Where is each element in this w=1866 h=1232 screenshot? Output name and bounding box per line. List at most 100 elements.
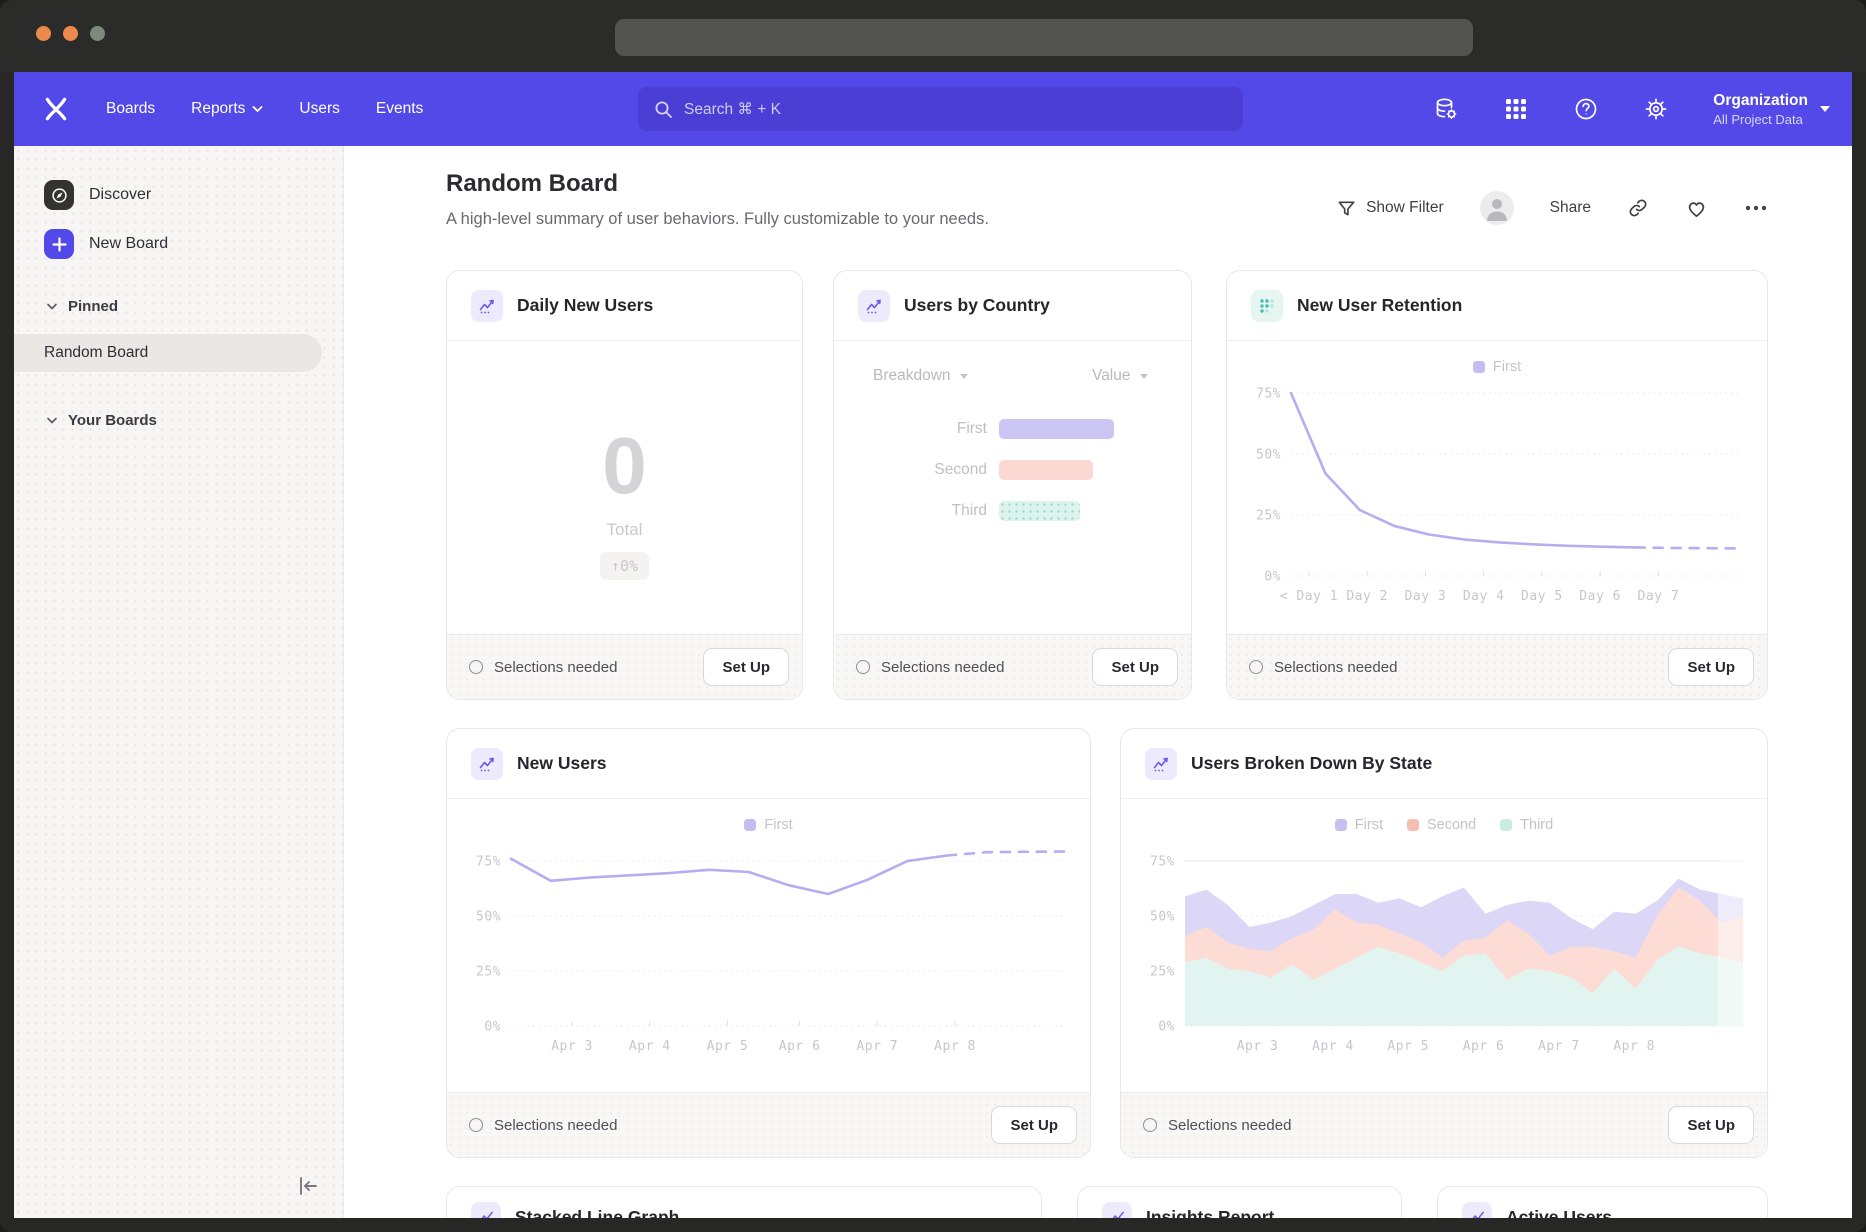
line-chart-icon [471,289,503,322]
card-title: Users by Country [904,295,1050,315]
line-chart-icon [1102,1202,1132,1218]
line-chart-icon [1145,747,1177,780]
chevron-down-icon [253,106,263,113]
nav-item-events[interactable]: Events [375,100,424,117]
svg-text:25%: 25% [1150,965,1175,980]
metric-delta-badge: ↑0% [599,551,650,580]
compass-icon [44,180,74,210]
legend-item: First [1334,817,1383,833]
avatar[interactable] [1479,191,1514,225]
chart-legend: First [1227,359,1767,375]
card-daily-new-users: Daily New Users 0 Total ↑0% Selections n… [446,270,803,700]
setup-button[interactable]: Set Up [703,648,789,686]
sidebar-section-pinned[interactable]: Pinned [46,298,118,315]
card-stacked-line-graph: Stacked Line Graph [446,1186,1042,1218]
person-icon [1486,199,1507,221]
chevron-down-icon [959,373,968,379]
setup-button[interactable]: Set Up [1092,648,1178,686]
status-text: Selections needed [1143,1117,1291,1134]
chevron-down-icon [1820,105,1830,112]
nav-item-boards[interactable]: Boards [106,100,156,117]
search-input[interactable]: Search ⌘ + K [638,87,1243,131]
window-zoom-button[interactable] [90,26,105,41]
card-insights-report: Insights Report [1077,1186,1402,1218]
metric-label: Total [606,519,643,539]
sidebar-section-your-boards[interactable]: Your Boards [46,412,157,429]
svg-text:Apr 6: Apr 6 [1463,1039,1505,1054]
card-footer: Selections needed Set Up [447,634,802,699]
status-circle-icon [469,1118,483,1132]
window-close-button[interactable] [36,26,51,41]
card-footer: Selections needed Set Up [834,634,1191,699]
bar-third [999,501,1080,521]
line-chart-icon [1462,1202,1492,1218]
legend-item: Third [1500,817,1553,833]
card-footer: Selections needed Set Up [1121,1092,1767,1157]
country-bars: First Second Third [834,419,1191,542]
new-users-line-chart: 75% 50% 25% 0% Apr 3 Apr 4 Apr 5 Apr 6 Apr 7 Apr … [476,850,1068,1054]
stacked-area-chart: 75% 50% 25% 0% Apr 3 Apr 4 Apr 5 Apr 6 Apr 7 Apr … [1150,843,1743,1054]
card-users-by-state: Users Broken Down By State First Second … [1120,728,1768,1158]
status-text: Selections needed [856,659,1004,676]
bar-row: Second [834,460,1191,480]
value-dropdown[interactable]: Value [1092,367,1148,385]
svg-text:Apr 5: Apr 5 [1387,1039,1429,1054]
setup-button[interactable]: Set Up [991,1106,1077,1144]
top-navbar: Boards Reports Users Events Search ⌘ + K [14,72,1852,146]
more-options-icon[interactable] [1744,204,1768,212]
board-actions: Show Filter Share [1337,190,1768,226]
svg-text:Apr 4: Apr 4 [629,1039,671,1054]
bar-row: Third [834,501,1191,521]
svg-text:0%: 0% [1264,570,1281,585]
address-bar[interactable] [615,19,1473,56]
sidebar-item-discover[interactable]: Discover [44,180,151,210]
line-chart-icon [471,747,503,780]
status-circle-icon [1249,660,1263,674]
sidebar-collapse-button[interactable] [293,1172,321,1200]
breakdown-dropdown[interactable]: Breakdown [873,367,968,385]
sidebar-item-new-board[interactable]: New Board [44,229,168,259]
settings-gear-icon[interactable] [1643,96,1669,122]
svg-text:Day 2: Day 2 [1346,589,1388,604]
board-canvas: Random Board A high-level summary of use… [344,146,1852,1218]
card-title: New Users [517,753,607,773]
svg-text:75%: 75% [476,855,501,870]
org-switcher[interactable]: Organization All Project Data [1713,91,1830,127]
bar-second [999,460,1094,480]
status-text: Selections needed [469,659,617,676]
svg-text:Day 3: Day 3 [1405,589,1447,604]
status-circle-icon [856,660,870,674]
mixpanel-logo-icon[interactable] [42,95,70,123]
apps-grid-icon[interactable] [1503,96,1529,122]
card-title: Stacked Line Graph [515,1206,680,1219]
svg-text:25%: 25% [476,965,501,980]
svg-text:50%: 50% [476,910,501,925]
nav-item-reports[interactable]: Reports [191,100,263,118]
svg-text:Apr 4: Apr 4 [1312,1039,1354,1054]
data-management-icon[interactable] [1433,96,1459,122]
svg-text:Apr 8: Apr 8 [1613,1039,1655,1054]
setup-button[interactable]: Set Up [1668,648,1754,686]
setup-button[interactable]: Set Up [1668,1106,1754,1144]
org-name: Organization [1713,92,1808,110]
status-circle-icon [1143,1118,1157,1132]
card-active-users: Active Users [1437,1186,1768,1218]
org-project: All Project Data [1713,111,1803,127]
page-title: Random Board [446,170,619,197]
svg-text:Day 4: Day 4 [1463,589,1505,604]
svg-text:Apr 3: Apr 3 [1237,1039,1279,1054]
bar-first [999,419,1114,439]
nav-item-users[interactable]: Users [299,100,340,117]
show-filter-button[interactable]: Show Filter [1337,199,1444,218]
line-chart-icon [858,289,890,322]
share-button[interactable]: Share [1549,199,1591,216]
favorite-heart-icon[interactable] [1685,197,1708,220]
card-title: Insights Report [1146,1206,1275,1219]
chevron-down-icon [1139,373,1148,379]
sidebar-item-random-board[interactable]: Random Board [14,334,322,372]
help-icon[interactable] [1573,96,1599,122]
card-new-users: New Users First 75% 50% 25% 0% Apr 3 Apr 4 Apr… [446,728,1091,1158]
window-minimize-button[interactable] [63,26,78,41]
copy-link-icon[interactable] [1627,197,1649,219]
